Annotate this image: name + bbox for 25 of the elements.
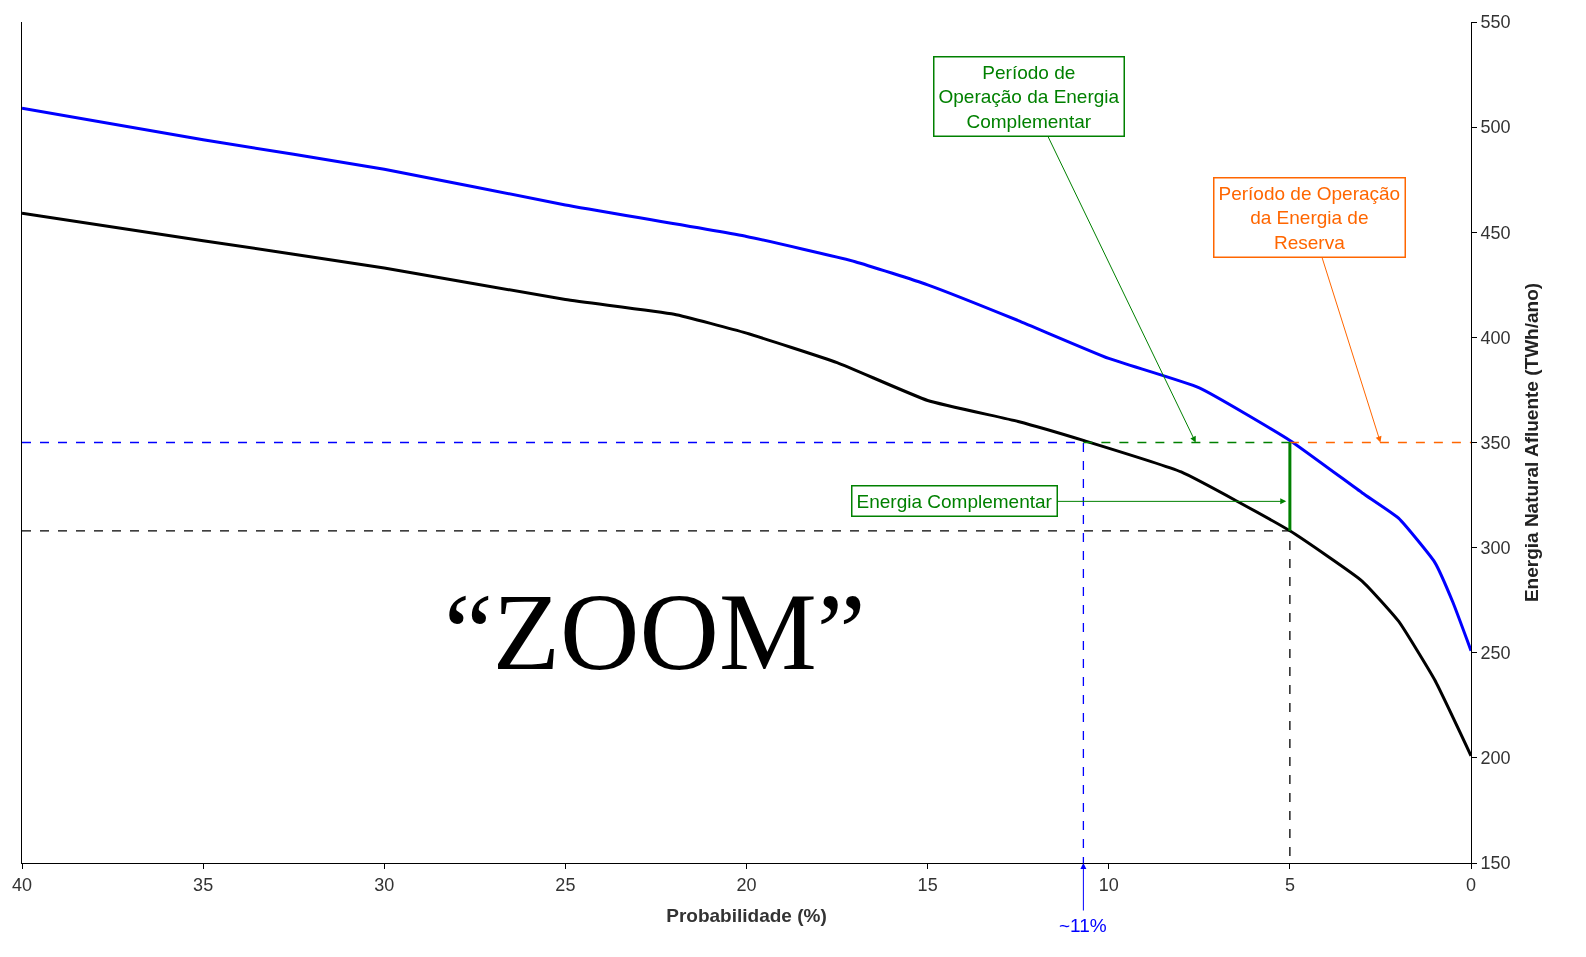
y-tick-label: 550 bbox=[1480, 12, 1511, 33]
y-tick-label: 200 bbox=[1480, 748, 1511, 769]
annotation: ~11% bbox=[1059, 915, 1107, 936]
y-tick-label: 500 bbox=[1480, 117, 1511, 138]
x-axis-title: Probabilidade (%) bbox=[666, 905, 827, 927]
x-tick-label: 0 bbox=[1465, 874, 1477, 895]
x-tick-label: 30 bbox=[374, 874, 395, 895]
annotation: Período de Operação da Energia Complementar bbox=[938, 61, 1120, 132]
y-axis-title: Energia Natural Afluente (TWh/ano) bbox=[1521, 282, 1543, 603]
x-tick-label: 25 bbox=[555, 874, 576, 895]
x-tick-label: 40 bbox=[11, 874, 33, 895]
x-tick-label: 35 bbox=[193, 874, 214, 895]
y-tick-label: 350 bbox=[1480, 432, 1511, 453]
annotation: Período de Operação da Energia de Reserva bbox=[1218, 182, 1401, 253]
y-tick-label: 300 bbox=[1480, 537, 1511, 558]
y-tick-label: 400 bbox=[1480, 327, 1511, 348]
annotation: Energia Complementar bbox=[856, 490, 1053, 512]
y-tick-label: 450 bbox=[1480, 222, 1511, 243]
x-tick-label: 20 bbox=[736, 874, 757, 895]
x-tick-label: 5 bbox=[1284, 874, 1295, 895]
annotation: “ZOOM” bbox=[444, 571, 866, 693]
x-tick-label: 15 bbox=[917, 874, 938, 895]
x-tick-label: 10 bbox=[1098, 874, 1119, 895]
y-tick-label: 150 bbox=[1480, 853, 1511, 874]
y-tick-label: 250 bbox=[1480, 643, 1511, 664]
